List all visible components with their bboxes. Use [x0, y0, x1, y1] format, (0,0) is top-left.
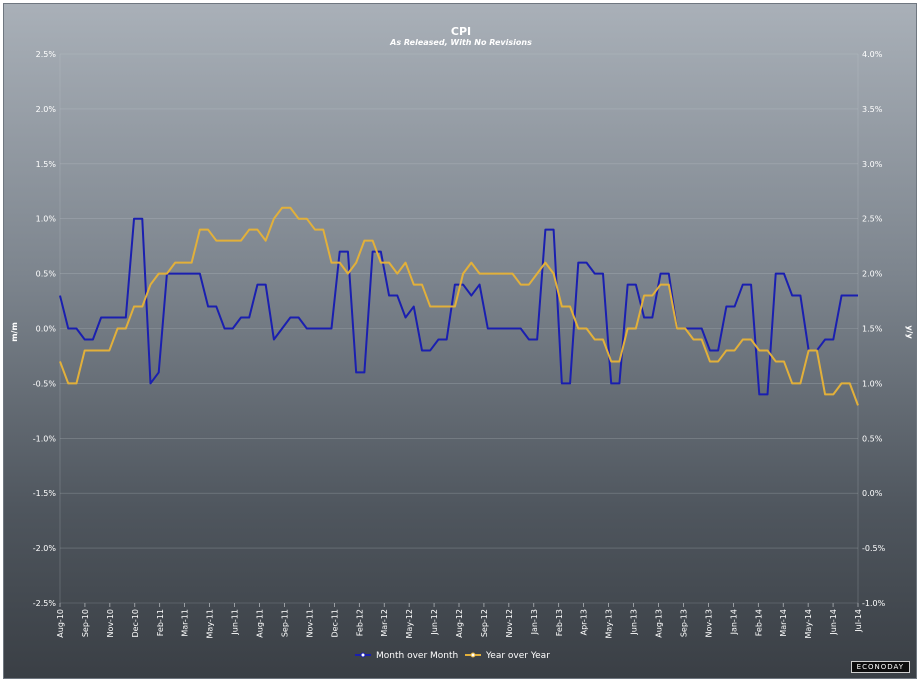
- x-tick-label: Jun-11: [231, 609, 240, 636]
- right-tick-label: 0.5%: [862, 434, 883, 443]
- x-tick-label: Nov-12: [505, 609, 514, 637]
- right-tick-label: 1.5%: [862, 325, 883, 334]
- x-tick-label: Feb-13: [555, 609, 564, 636]
- x-tick-label: Jun-12: [430, 609, 439, 636]
- right-axis-ticks: 4.0% 3.5% 3.0% 2.5% 2.0% 1.5% 1.0% 0.5% 0.0% -0.5…: [862, 50, 886, 608]
- x-tick-label: May-12: [405, 609, 414, 638]
- legend: Month over Month Year over Year: [355, 651, 550, 661]
- x-tick-label: Sep-12: [480, 609, 489, 637]
- x-tick-label: Sep-11: [280, 609, 289, 637]
- x-tick-label: Aug-13: [655, 609, 664, 638]
- left-tick-label: 0.0%: [36, 325, 57, 334]
- right-tick-label: -1.0%: [862, 599, 886, 608]
- x-tick-label: Sep-10: [81, 609, 90, 637]
- right-tick-label: 1.0%: [862, 379, 883, 388]
- x-tick-label: Jun-13: [630, 609, 639, 636]
- x-tick-label: Jun-14: [829, 609, 838, 636]
- right-tick-label: 4.0%: [862, 50, 883, 59]
- chart-title: CPI: [451, 25, 471, 38]
- series-line-year-over-year: [59, 206, 859, 406]
- legend-label-mom: Month over Month: [376, 651, 458, 661]
- x-tick-label: Aug-12: [455, 609, 464, 638]
- series-line-month-over-month: [59, 217, 858, 396]
- left-tick-label: 1.5%: [36, 160, 57, 169]
- legend-label-yoy: Year over Year: [485, 651, 550, 661]
- right-axis-title: y/y: [905, 325, 914, 339]
- x-tick-label: Jul-14: [854, 609, 863, 633]
- legend-marker-yoy: [470, 652, 476, 658]
- x-tick-label: Jan-13: [530, 609, 539, 635]
- x-tick-label: Aug-11: [256, 609, 265, 638]
- chart-subtitle: As Released, With No Revisions: [389, 38, 532, 47]
- gridlines: [59, 53, 859, 604]
- legend-item-mom: Month over Month: [355, 651, 458, 661]
- x-tick-label: Aug-10: [56, 609, 65, 638]
- x-tick-label: Apr-13: [580, 609, 589, 635]
- left-axis-ticks: 2.5% 2.0% 1.5% 1.0% 0.5% 0.0% -0.5% -1.0% -1.5% -…: [33, 50, 57, 608]
- x-tick-label: Feb-12: [355, 609, 364, 636]
- left-tick-label: -1.0%: [33, 434, 57, 443]
- right-tick-label: 2.0%: [862, 270, 883, 279]
- x-tick-label: Feb-14: [754, 609, 763, 636]
- legend-item-yoy: Year over Year: [465, 651, 550, 661]
- left-tick-label: 2.0%: [36, 105, 57, 114]
- left-tick-label: 2.5%: [36, 50, 57, 59]
- econoday-logo: ECONODAY: [850, 661, 910, 673]
- x-tick-label: May-14: [804, 609, 813, 638]
- x-tick-label: May-13: [605, 609, 614, 638]
- left-tick-label: -2.5%: [33, 599, 57, 608]
- x-tick-label: Mar-14: [779, 609, 788, 637]
- left-tick-label: -0.5%: [33, 379, 57, 388]
- chart-frame: CPI As Released, With No Revisions 2.5% 2…: [3, 3, 917, 679]
- right-tick-label: 2.5%: [862, 215, 883, 224]
- right-tick-label: 3.0%: [862, 160, 883, 169]
- x-tick-label: Nov-11: [305, 609, 314, 637]
- left-tick-label: -2.0%: [33, 544, 57, 553]
- left-tick-label: 0.5%: [36, 270, 57, 279]
- x-tick-label: Dec-11: [330, 609, 339, 638]
- x-tick-label: Dec-10: [131, 609, 140, 638]
- x-tick-label: Mar-12: [380, 609, 389, 637]
- left-tick-label: 1.0%: [36, 215, 57, 224]
- x-tick-label: Sep-13: [679, 609, 688, 637]
- right-tick-label: 0.0%: [862, 489, 883, 498]
- x-tick-label: Mar-11: [181, 609, 190, 637]
- left-axis-title: m/m: [10, 322, 19, 342]
- x-tick-label: May-11: [206, 609, 215, 638]
- right-tick-label: -0.5%: [862, 544, 886, 553]
- x-axis-ticks: Aug-10 Sep-10 Nov-10 Dec-10 Feb-11 Mar-11 May-…: [56, 603, 863, 638]
- x-tick-label: Feb-11: [156, 609, 165, 636]
- cpi-line-chart: CPI As Released, With No Revisions 2.5%2…: [10, 25, 914, 661]
- legend-marker-mom: [360, 652, 366, 658]
- series-lines: [59, 206, 859, 406]
- x-tick-label: Nov-10: [106, 609, 115, 637]
- x-tick-label: Nov-13: [704, 609, 713, 637]
- left-tick-label: -1.5%: [33, 489, 57, 498]
- x-tick-label: Jan-14: [729, 609, 738, 635]
- right-tick-label: 3.5%: [862, 105, 883, 114]
